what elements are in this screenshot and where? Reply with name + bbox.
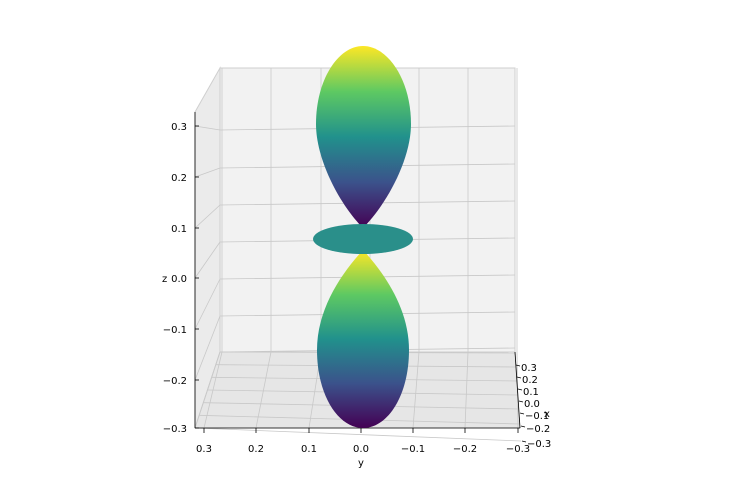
torus-ring	[313, 224, 413, 254]
x-axis-line	[514, 351, 521, 429]
z-tick-label: 0.1	[171, 224, 187, 235]
y-tick-label: −0.2	[453, 444, 477, 455]
x-tick-mark	[516, 376, 522, 379]
orbital-surface	[313, 46, 413, 428]
y-tick-label: −0.1	[401, 444, 425, 455]
upper-lobe	[316, 46, 411, 228]
x-tick-mark	[518, 400, 524, 403]
x-tick-label: 0.3	[521, 363, 537, 374]
x-tick-label: −0.3	[527, 439, 551, 450]
y-tick-label: −0.3	[506, 444, 530, 455]
z-tick-label: 0.3	[171, 122, 187, 133]
x-tick-label: −0.2	[526, 424, 550, 435]
x-tick-mark	[520, 425, 526, 428]
x-tick-mark	[515, 364, 521, 367]
lower-lobe	[317, 250, 409, 428]
x-tick-label: 0.1	[523, 387, 539, 398]
z-axis-label: z	[162, 274, 167, 285]
x-tick-mark	[521, 440, 527, 443]
x-tick-mark	[517, 388, 523, 391]
x-axis-label: x	[544, 409, 550, 420]
x-tick-label: −0.1	[525, 411, 549, 422]
y-tick-label: 0.3	[196, 444, 212, 455]
z-tick-label: 0.0	[171, 274, 187, 285]
y-axis-label: y	[358, 458, 364, 469]
y-tick-label: 0.2	[248, 444, 264, 455]
z-tick-label: −0.1	[163, 325, 187, 336]
z-tick-label: −0.3	[163, 424, 187, 435]
z-tick-label: −0.2	[163, 376, 187, 387]
y-tick-label: 0.0	[353, 444, 369, 455]
x-tick-label: 0.0	[524, 399, 540, 410]
x-tick-mark	[519, 412, 525, 415]
z-tick-label: 0.2	[171, 173, 187, 184]
y-tick-label: 0.1	[301, 444, 317, 455]
x-tick-label: 0.2	[522, 375, 538, 386]
